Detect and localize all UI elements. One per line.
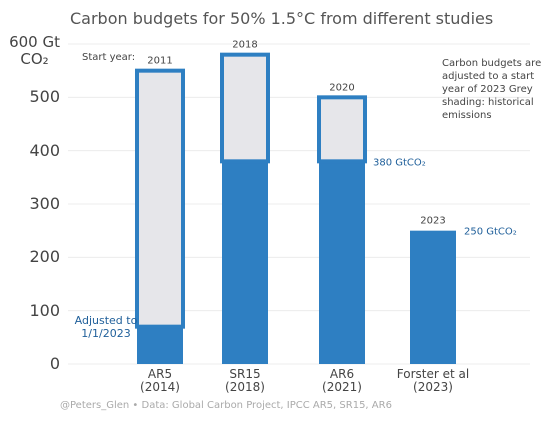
y-tick-label: 600 Gt CO₂	[9, 33, 60, 68]
y-tick-label: 0	[49, 354, 60, 373]
bar-remaining	[410, 230, 456, 364]
chart-title: Carbon budgets for 50% 1.5°C from differ…	[70, 9, 494, 28]
bar-historical	[317, 95, 367, 164]
start-year-label: Start year:	[82, 52, 136, 63]
start-year: 2018	[232, 40, 257, 51]
y-tick-label: 500	[29, 87, 60, 107]
bar-historical	[220, 52, 270, 164]
footer: @Peters_Glen • Data: Global Carbon Proje…	[60, 400, 392, 411]
start-year: 2011	[147, 56, 172, 67]
bar-remaining	[319, 161, 365, 364]
y-tick-label: 100	[29, 300, 60, 320]
start-year: 2023	[420, 216, 445, 227]
value-label: 250 GtCO₂	[464, 227, 517, 238]
x-tick-label: Forster et al (2023)	[396, 367, 470, 394]
adjusted-note: Adjusted to 1/1/2023	[74, 314, 138, 340]
x-tick-label: AR6 (2021)	[322, 367, 362, 394]
side-note: Carbon budgets are adjusted to a start y…	[442, 58, 542, 121]
y-tick-label: 300	[29, 194, 60, 213]
x-tick-label: AR5 (2014)	[140, 367, 180, 394]
x-tick-label: SR15 (2018)	[225, 367, 265, 394]
y-tick-label: 200	[29, 247, 60, 267]
y-tick-label: 400	[29, 140, 60, 160]
bar-remaining	[222, 161, 268, 364]
start-year: 2020	[329, 82, 354, 93]
bar-remaining	[137, 326, 183, 364]
bar-historical	[135, 68, 185, 329]
value-label: 380 GtCO₂	[373, 157, 426, 168]
